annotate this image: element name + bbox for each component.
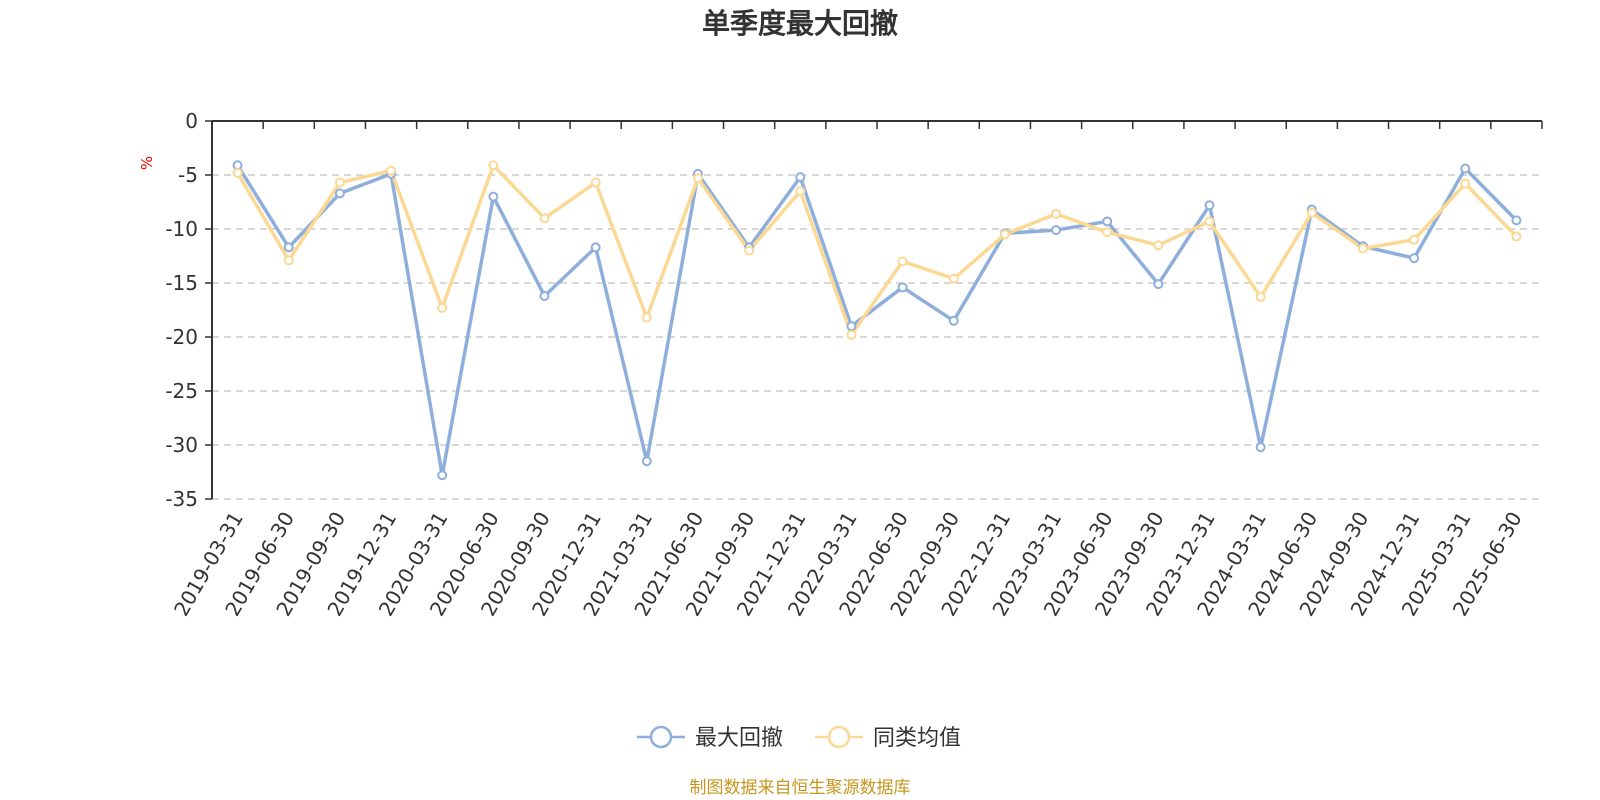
y-tick-label: -20 (165, 325, 198, 349)
data-point[interactable] (795, 186, 806, 197)
data-point[interactable] (1511, 231, 1522, 242)
series-group (232, 160, 1522, 481)
data-point[interactable] (1511, 215, 1522, 226)
data-point[interactable] (1255, 442, 1266, 453)
data-point[interactable] (437, 470, 448, 481)
data-point[interactable] (539, 290, 550, 301)
data-point[interactable] (488, 191, 499, 202)
legend-item[interactable]: 同类均值 (815, 725, 961, 751)
data-point[interactable] (999, 229, 1010, 240)
data-point[interactable] (1409, 253, 1420, 264)
legend-item[interactable]: 最大回撤 (637, 725, 783, 751)
data-point[interactable] (1204, 200, 1215, 211)
y-tick-label: -35 (165, 487, 198, 511)
data-point[interactable] (1357, 243, 1368, 254)
data-point[interactable] (1153, 240, 1164, 251)
y-tick-labels: 0 -5 -10 -15 -20 -25 -30 -35 (165, 109, 198, 511)
x-tick-labels: 2019-03-312019-06-302019-09-302019-12-31… (169, 507, 1527, 620)
data-point[interactable] (1204, 216, 1215, 227)
y-tick-label: -25 (165, 379, 198, 403)
data-point[interactable] (1153, 279, 1164, 290)
data-point[interactable] (897, 282, 908, 293)
y-tick-label: -5 (178, 163, 198, 187)
data-point[interactable] (283, 242, 294, 253)
data-point[interactable] (641, 312, 652, 323)
data-point[interactable] (692, 173, 703, 184)
legend[interactable]: 最大回撤 同类均值 (637, 725, 961, 751)
data-point[interactable] (1102, 216, 1113, 227)
data-point[interactable] (488, 160, 499, 171)
data-point[interactable] (590, 177, 601, 188)
data-point[interactable] (846, 321, 857, 332)
data-point[interactable] (283, 255, 294, 266)
data-point[interactable] (897, 256, 908, 267)
legend-marker-icon (827, 725, 851, 749)
data-point[interactable] (1409, 234, 1420, 245)
chart-title: 单季度最大回撤 (702, 7, 898, 40)
data-point[interactable] (539, 213, 550, 224)
data-point[interactable] (846, 329, 857, 340)
y-tick-label: -15 (165, 271, 198, 295)
data-point[interactable] (590, 242, 601, 253)
legend-label: 同类均值 (873, 726, 961, 751)
data-point[interactable] (1460, 178, 1471, 189)
data-point[interactable] (948, 315, 959, 326)
y-tick-label: 0 (185, 109, 198, 133)
data-point[interactable] (948, 273, 959, 284)
data-point[interactable] (744, 245, 755, 256)
data-point[interactable] (437, 302, 448, 313)
y-tick-label: -10 (165, 217, 198, 241)
y-axis-unit: % (138, 156, 156, 170)
data-point[interactable] (641, 456, 652, 467)
data-point[interactable] (1102, 227, 1113, 238)
data-point[interactable] (1255, 292, 1266, 303)
data-point[interactable] (232, 167, 243, 178)
series-line (236, 163, 1518, 337)
data-point[interactable] (1051, 208, 1062, 219)
y-tick-label: -30 (165, 433, 198, 457)
legend-label: 最大回撤 (695, 726, 783, 751)
data-point[interactable] (334, 188, 345, 199)
source-note: 制图数据来自恒生聚源数据库 (690, 778, 911, 798)
axes (205, 120, 1543, 500)
data-point[interactable] (334, 177, 345, 188)
data-point[interactable] (386, 165, 397, 176)
legend-marker-icon (649, 725, 673, 749)
data-point[interactable] (1051, 225, 1062, 236)
data-point[interactable] (1460, 163, 1471, 174)
data-point[interactable] (795, 172, 806, 183)
data-point[interactable] (1306, 207, 1317, 218)
series-line (236, 164, 1518, 477)
